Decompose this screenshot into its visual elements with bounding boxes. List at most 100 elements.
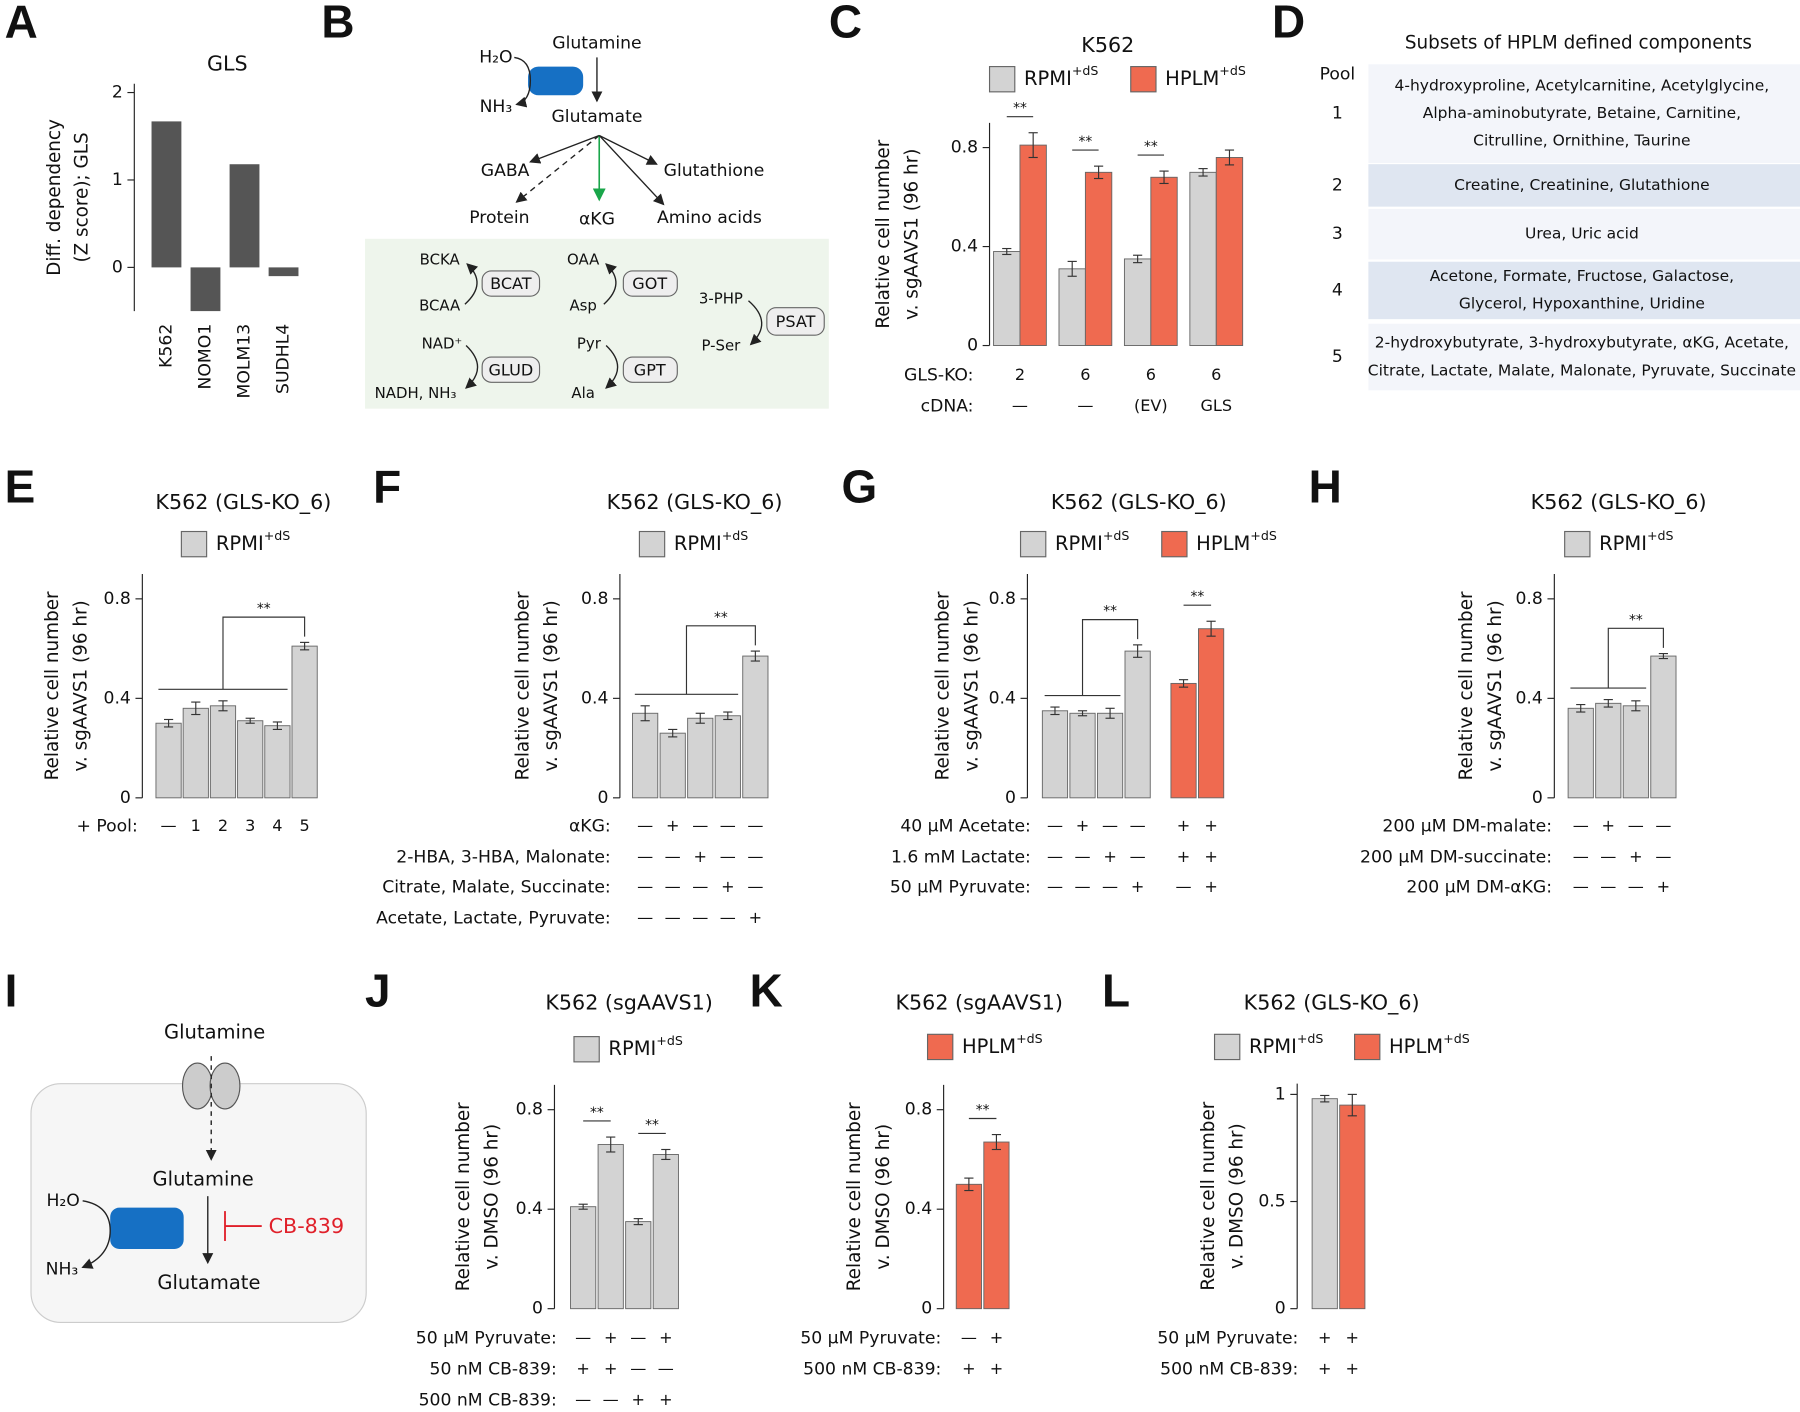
error-bar [723,711,733,721]
legend-label: RPMI+dS [1599,528,1673,555]
condition-label: Citrate, Malate, Succinate: [382,877,610,897]
y-tick-label: 0 [967,336,978,356]
chart-title: K562 (GLS-KO_6) [1244,990,1420,1014]
bar [1339,1104,1366,1310]
enzyme: GPT [634,360,666,379]
bar [182,707,209,799]
legend-label: HPLM+dS [1196,528,1277,555]
significance-label: ** [1103,604,1117,620]
node: Protein [469,208,529,228]
condition-value: + [666,816,679,835]
table-row-bg [1368,323,1800,391]
bar [1650,655,1677,799]
condition-value: + [659,1390,672,1409]
legend-swatch [573,1036,600,1063]
arrow [464,263,479,305]
y-tick-label: 0.4 [989,688,1016,708]
error-bar [163,718,174,728]
y-tick-label: 0.8 [516,1100,543,1120]
pool-number: 4 [1332,280,1343,300]
panel-label: B [321,0,354,47]
condition-value: — [692,816,708,835]
bar [1041,710,1069,799]
condition-label: 50 μM Pyruvate: [800,1329,941,1349]
panel-label: I [5,964,18,1016]
legend-name: RPMI [1599,532,1647,555]
y-axis-label: v. sgAAVS1 (96 hr) [961,600,982,771]
y-tick-label: 0 [112,257,123,277]
condition-value: — [1655,816,1671,835]
node: Amino acids [657,208,762,228]
significance-label: ** [1144,139,1158,155]
condition-value: — [658,1359,674,1378]
chart-title: K562 (GLS-KO_6) [1051,490,1227,514]
panel-label: A [5,0,38,47]
condition-label: Acetate, Lactate, Pyruvate: [376,908,611,928]
table-d: Subsets of HPLM defined components Pool … [1320,33,1800,391]
condition-value: (EV) [1134,396,1168,415]
condition-value: + [1346,1328,1359,1347]
bar [1189,171,1217,346]
legend-name: RPMI [1055,532,1103,555]
arrow [81,1200,111,1269]
condition-value: + [1177,816,1190,835]
enzyme: GLUD [488,360,533,379]
y-axis-label: Relative cell number [1456,591,1477,780]
error-bar [1347,1093,1357,1117]
condition-value: — [637,816,653,835]
legend-name: RPMI [1249,1034,1297,1057]
bar [570,1206,597,1310]
legend-label: HPLM+dS [1389,1030,1470,1057]
node: Pyr [577,334,602,352]
condition-label: 50 μM Pyruvate: [890,877,1031,897]
inhibitor: CB-839 [269,1214,344,1238]
bar [993,251,1021,346]
pool-number: 5 [1332,347,1343,367]
legend-superscript: +dS [1647,528,1674,543]
panel-label: J [365,964,391,1016]
panel-label: F [373,460,401,512]
significance: ** [1570,612,1664,689]
legend-superscript: +dS [1219,63,1246,78]
condition-value: — [692,908,708,927]
condition-value: + [1204,816,1217,835]
significance-label: ** [1629,612,1643,628]
legend-superscript: +dS [1072,63,1099,78]
node: Glutamine [552,34,641,54]
y-tick-label: 0 [1532,788,1543,808]
condition-value: — [747,847,763,866]
condition-value: — [747,816,763,835]
significance-label: ** [590,1105,604,1121]
y-tick-label: 0.4 [581,688,608,708]
significance: ** [583,1105,611,1122]
condition-value: — [1077,396,1093,415]
y-tick-label: 2 [112,83,123,103]
condition-value: + [1103,847,1116,866]
bar [625,1221,652,1310]
bar [1058,268,1086,346]
significance: ** [638,1117,666,1134]
y-tick-label: 0 [1005,788,1016,808]
bar [264,725,291,799]
node: OAA [567,251,600,269]
y-tick-label: 0.5 [1258,1192,1285,1212]
y-tick-label: 0 [597,788,608,808]
legend-superscript: +dS [1443,1030,1470,1045]
condition-value: 6 [1080,365,1090,384]
table-cell-line: Alpha-aminobutyrate, Betaine, Carnitine, [1423,104,1741,122]
table-cell-line: Glycerol, Hypoxanthine, Uridine [1459,295,1705,313]
condition-value: — [1573,847,1589,866]
condition-label: 40 μM Acetate: [900,817,1031,837]
error-bar [606,1136,616,1153]
bar [687,717,714,799]
bar [1215,157,1244,346]
condition-value: — [692,877,708,896]
condition-value: — [1074,847,1090,866]
y-axis-label: v. DMSO (96 hr) [481,1124,502,1270]
table-cell-line: Acetone, Formate, Fructose, Galactose, [1430,267,1734,285]
bar [268,267,299,277]
legend-label: RPMI+dS [1249,1030,1323,1057]
legend-superscript: +dS [1250,528,1277,543]
significance-bracket [1044,619,1139,697]
legend-name: HPLM [1165,67,1219,90]
